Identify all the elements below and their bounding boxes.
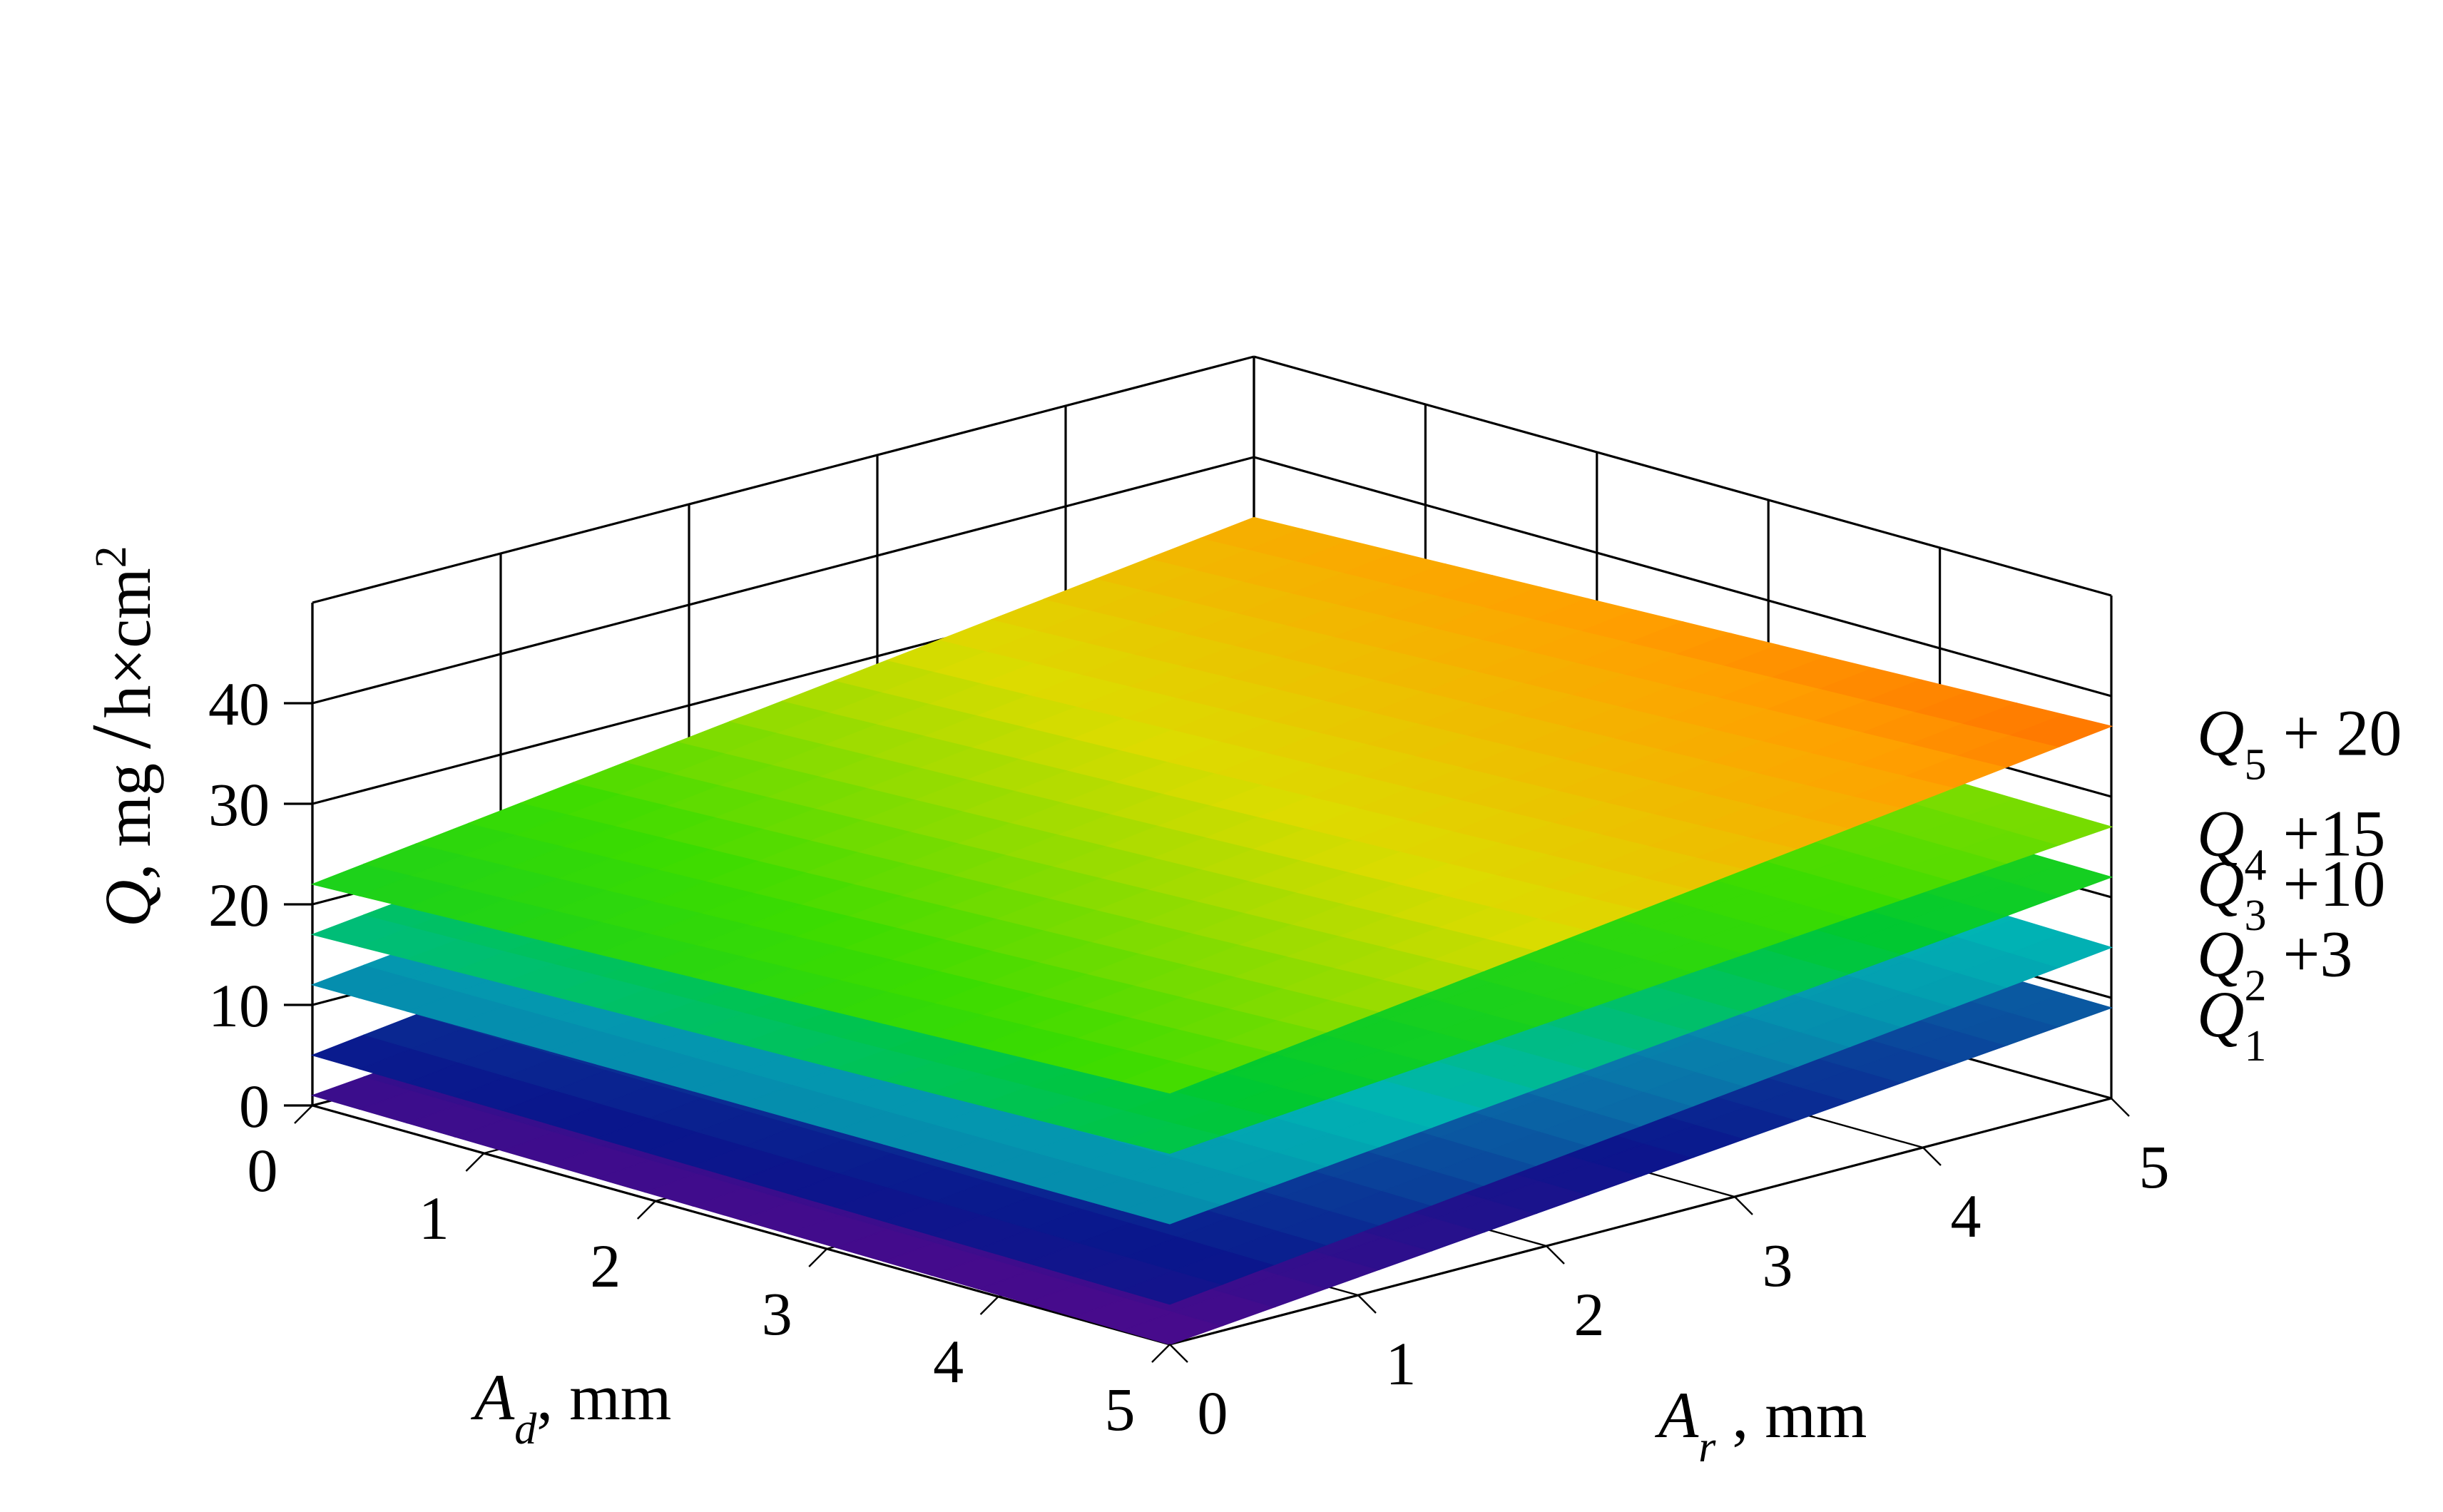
z-tick-label: 10 (208, 971, 270, 1040)
y-tick-label: 5 (2139, 1133, 2170, 1201)
y-tick-mark (1922, 1147, 1942, 1166)
x-tick-label: 2 (590, 1232, 621, 1300)
surface-patch (2009, 993, 2113, 1028)
x-tick-mark (1151, 1344, 1171, 1363)
x-tick-label: 1 (419, 1184, 449, 1252)
y-tick-mark (1734, 1196, 1753, 1215)
wall-horizontal-line (312, 355, 1255, 604)
surface-patch (2009, 812, 2113, 846)
y-axis-title: Ar , mm (1654, 1379, 1867, 1471)
surfaces (310, 516, 2113, 1345)
x-tick-mark (979, 1296, 999, 1315)
wall-horizontal-line (1253, 456, 2112, 698)
y-tick-label: 0 (1198, 1379, 1228, 1447)
x-tick-mark (636, 1200, 656, 1220)
series-label-5: Q5 + 20 (2197, 696, 2402, 789)
wall-horizontal-line (1253, 355, 2112, 597)
surface-5 (310, 516, 2113, 1094)
x-tick-label: 0 (248, 1136, 278, 1205)
z-tick-label: 20 (208, 871, 270, 939)
x-tick-label: 3 (762, 1279, 792, 1348)
wall-horizontal-line (312, 456, 1255, 705)
y-tick-label: 2 (1574, 1280, 1605, 1349)
y-tick-mark (1169, 1344, 1188, 1363)
y-tick-mark (1546, 1245, 1565, 1265)
series-label-2: Q2 +3 (2197, 918, 2352, 1011)
y-tick-mark (2111, 1098, 2130, 1117)
z-tick-label: 30 (208, 770, 270, 839)
series-label-1: Q1 (2197, 978, 2266, 1071)
y-axis-line (1169, 1097, 2112, 1346)
y-tick-label: 1 (1386, 1329, 1417, 1398)
surface-patch (2009, 862, 2113, 897)
z-tick-label: 40 (208, 670, 270, 738)
y-tick-label: 3 (1763, 1231, 1793, 1299)
z-axis-title: Q, mg/h×cm2 (73, 546, 168, 927)
x-tick-mark (294, 1105, 313, 1124)
y-tick-mark (1357, 1294, 1377, 1314)
x-axis-title: Ad, mm (470, 1361, 671, 1454)
series-label-4: Q4 +15 (2197, 797, 2385, 889)
x-tick-mark (465, 1153, 485, 1172)
y-tick-label: 4 (1951, 1182, 1982, 1250)
x-axis-line (312, 1104, 1171, 1346)
surface-patch (2009, 714, 2113, 747)
z-tick-label: 0 (239, 1072, 270, 1140)
series-label-3: Q3 +10 (2197, 847, 2385, 940)
x-tick-label: 5 (1105, 1375, 1136, 1444)
x-tick-label: 4 (933, 1327, 964, 1396)
surface-patch (2009, 932, 2113, 969)
x-tick-mark (808, 1248, 828, 1267)
